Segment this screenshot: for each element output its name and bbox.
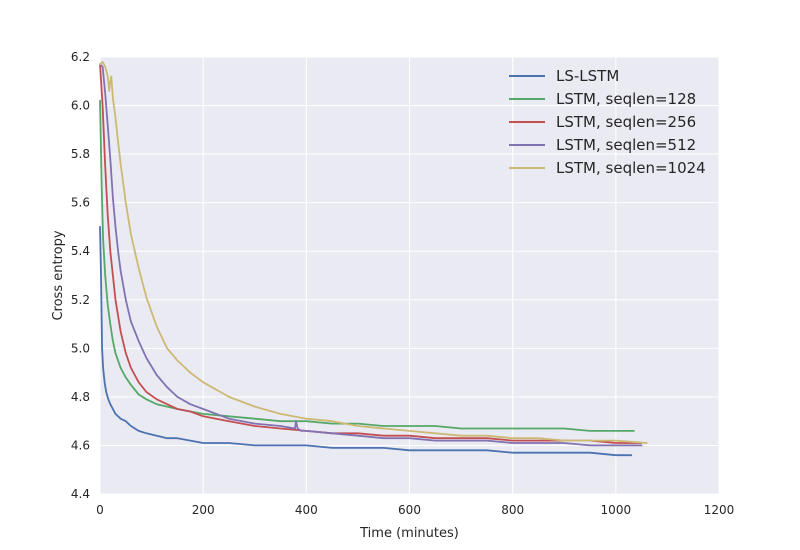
legend-label-3: LSTM, seqlen=256 [556,113,696,131]
x-tick-label: 600 [398,503,421,517]
x-tick-label: 1000 [601,503,632,517]
legend-label-5: LSTM, seqlen=1024 [556,159,706,177]
series-lines [99,61,648,457]
x-tick-label: 0 [96,503,104,517]
y-tick-label: 5.4 [71,244,90,258]
x-axis-label: Time (minutes) [359,526,459,541]
y-tick-label: 4.6 [71,438,90,452]
series-line-2 [99,99,635,432]
y-tick-label: 5.8 [71,147,90,161]
series-line-5 [99,61,648,444]
series-line-3 [99,63,643,444]
grid-lines [99,56,720,495]
tick-labels: 0 200 400 600 800 1000 1200 4.4 4.6 4.8 5.0 5.2 5.4 5… [71,50,734,517]
x-tick-label: 200 [192,503,215,517]
legend-label-4: LSTM, seqlen=512 [556,136,696,154]
y-tick-label: 6.2 [71,50,90,64]
series-line-1 [99,225,633,457]
legend: LS-LSTM LSTM, seqlen=128 LSTM, seqlen=256 L… [509,67,706,177]
y-tick-label: 4.4 [71,487,90,501]
y-tick-label: 5.0 [71,341,90,355]
legend-label-1: LS-LSTM [556,67,619,85]
y-tick-label: 5.2 [71,293,90,307]
y-axis-label: Cross entropy [51,230,66,320]
x-tick-label: 400 [295,503,318,517]
x-tick-label: 1200 [704,503,735,517]
y-tick-label: 6.0 [71,99,90,113]
x-tick-label: 800 [501,503,524,517]
series-line-4 [99,63,643,447]
legend-label-2: LSTM, seqlen=128 [556,90,696,108]
y-tick-label: 5.6 [71,196,90,210]
y-tick-label: 4.8 [71,390,90,404]
